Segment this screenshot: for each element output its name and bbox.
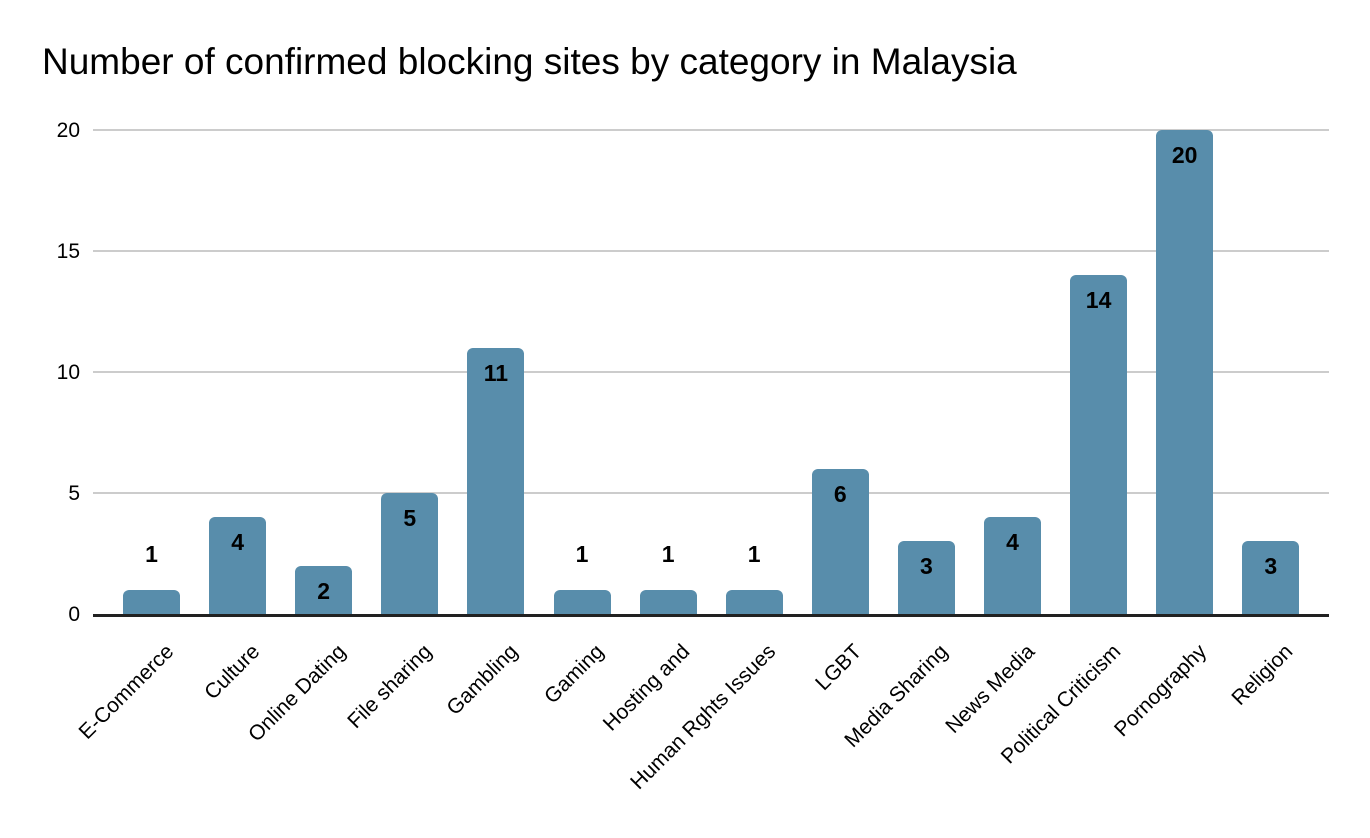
- bar: [467, 347, 525, 614]
- bar: [295, 565, 353, 614]
- gridline: [93, 129, 1329, 131]
- bar: [811, 468, 869, 614]
- bar: [725, 589, 783, 614]
- bar-value-label: 2: [317, 577, 331, 604]
- bar: [1156, 130, 1214, 614]
- bar: [381, 493, 439, 614]
- bar-value-label: 14: [1085, 287, 1112, 314]
- bar-value-label: 11: [483, 359, 509, 386]
- bar-value-label: 5: [403, 505, 417, 531]
- bar-value-label: 4: [231, 529, 244, 556]
- y-axis-tick-label: 5: [68, 482, 80, 505]
- y-axis-tick-label: 10: [56, 361, 80, 384]
- gridline: [93, 492, 1329, 494]
- bar: [639, 589, 697, 614]
- bar-value-label: 1: [145, 540, 158, 567]
- chart-title: Number of confirmed blocking sites by ca…: [42, 41, 1017, 82]
- bar: [1070, 275, 1128, 614]
- x-axis-line: [93, 614, 1329, 617]
- bar-value-label: 1: [575, 540, 589, 567]
- bar-value-label: 6: [833, 480, 847, 507]
- bar-value-label: 3: [1264, 553, 1278, 580]
- bar-value-label: 1: [747, 540, 761, 567]
- bar: [209, 517, 267, 614]
- bar: [123, 589, 180, 614]
- gridline: [93, 250, 1329, 252]
- y-axis-tick-label: 20: [56, 119, 80, 142]
- bar: [897, 541, 955, 614]
- bar-value-label: 20: [1171, 142, 1198, 168]
- bar: [984, 517, 1041, 614]
- y-axis-tick-label: 0: [68, 603, 80, 626]
- bar-value-label: 1: [661, 540, 675, 567]
- y-axis-tick-label: 15: [56, 240, 80, 263]
- bar: [553, 589, 611, 614]
- gridline: [93, 371, 1329, 373]
- bar-value-label: 3: [919, 553, 933, 580]
- bar: [1242, 541, 1300, 614]
- bar-value-label: 4: [1006, 529, 1019, 556]
